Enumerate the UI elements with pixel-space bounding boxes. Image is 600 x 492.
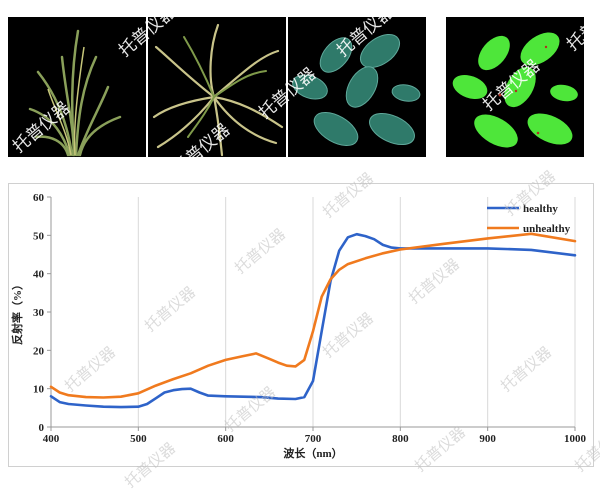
y-tick-label: 0 (39, 422, 45, 434)
legend-label-healthy: healthy (523, 203, 558, 215)
healthy-rice-plant-photo (8, 17, 146, 157)
x-axis-label: 波长（nm） (283, 446, 342, 460)
x-tick-label: 700 (305, 433, 322, 445)
leaves-rgb-photo (288, 17, 426, 157)
x-tick-label: 600 (217, 433, 234, 445)
unhealthy-rice-plant-image (152, 23, 284, 157)
y-axis-label: 反射率（%） (10, 279, 24, 345)
series-line-unhealthy (49, 232, 577, 399)
x-tick-label: 400 (43, 433, 60, 445)
y-tick-label: 10 (33, 384, 45, 396)
y-tick-label: 60 (33, 192, 45, 204)
leaves-rgb-image (292, 33, 421, 146)
y-tick-label: 40 (33, 269, 45, 281)
y-tick-label: 30 (33, 307, 45, 319)
reflectance-chart: 0 10 20 30 40 50 60 400 500 600 700 800 900 1000 波长（nm… (8, 183, 594, 467)
x-tick-label: 1000 (564, 433, 587, 445)
unhealthy-rice-plant-photo (148, 17, 286, 157)
reflectance-chart-svg: 0 10 20 30 40 50 60 400 500 600 700 800 900 1000 波长（nm… (10, 192, 587, 460)
x-tick-label: 800 (392, 433, 409, 445)
y-tick-label: 50 (33, 230, 45, 242)
healthy-rice-plant-image (28, 29, 122, 157)
legend-label-unhealthy: unhealthy (523, 223, 571, 235)
y-tick-label: 20 (33, 345, 45, 357)
x-tick-label: 500 (130, 433, 147, 445)
x-tick-label: 900 (479, 433, 496, 445)
leaves-classified-photo (446, 17, 584, 157)
series-line-healthy (49, 232, 577, 409)
leaves-classified-image (452, 32, 578, 148)
